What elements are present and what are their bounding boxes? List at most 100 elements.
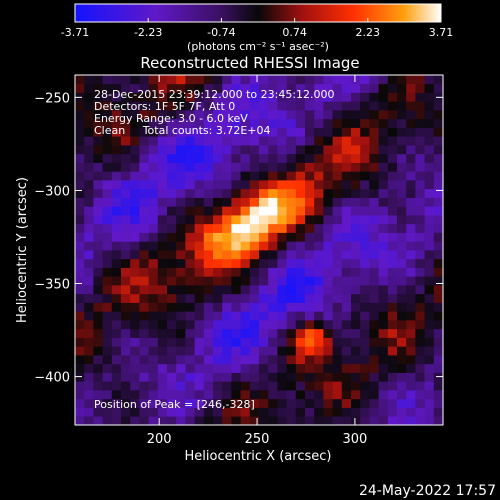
heatmap-cell (332, 258, 343, 268)
heatmap-cell (397, 180, 407, 190)
heatmap-cell (286, 250, 297, 260)
heatmap-cell (341, 215, 352, 225)
heatmap-cell (157, 197, 168, 207)
heatmap-cell (259, 381, 269, 391)
heatmap-cell (424, 180, 435, 190)
heatmap-cell (240, 398, 251, 408)
heatmap-cell (305, 276, 315, 286)
heatmap-cell (341, 223, 352, 233)
heatmap-cell (397, 92, 407, 102)
heatmap-cell (249, 276, 260, 286)
heatmap-cell (360, 328, 370, 338)
heatmap-cell (222, 241, 232, 251)
heatmap-cell (369, 180, 379, 190)
heatmap-cell (277, 407, 287, 417)
heatmap-cell (249, 267, 260, 277)
heatmap-cell (231, 145, 241, 155)
heatmap-cell (121, 293, 131, 303)
heatmap-cell (75, 127, 85, 137)
heatmap-cell (268, 241, 278, 251)
heatmap-cell (84, 162, 94, 172)
heatmap-cell (351, 75, 361, 85)
heatmap-cell (222, 215, 232, 225)
heatmap-cell (378, 276, 389, 286)
heatmap-cell (157, 241, 168, 251)
heatmap-cell (231, 250, 241, 260)
heatmap-cell (259, 83, 269, 93)
heatmap-cell (157, 127, 168, 137)
heatmap-cell (360, 416, 370, 425)
heatmap-cell (286, 390, 297, 400)
heatmap-cell (213, 320, 223, 330)
heatmap-cell (360, 258, 370, 268)
heatmap-cell (84, 258, 94, 268)
heatmap-cell (167, 110, 177, 120)
heatmap-cell (369, 206, 379, 216)
heatmap-cell (378, 363, 389, 373)
heatmap-cell (323, 162, 333, 172)
heatmap-cell (93, 206, 103, 216)
heatmap-cell (387, 136, 398, 146)
heatmap-cell (231, 276, 241, 286)
heatmap-cell (93, 250, 103, 260)
heatmap-cell (387, 75, 398, 76)
heatmap-cell (102, 75, 113, 76)
annotation-time-range: 28-Dec-2015 23:39:12.000 to 23:45:12.000 (94, 88, 335, 101)
heatmap-cell (268, 328, 278, 338)
heatmap-cell (93, 232, 103, 242)
heatmap-cell (102, 110, 113, 120)
heatmap-cell (176, 372, 186, 382)
heatmap-cell (360, 390, 370, 400)
heatmap-cell (323, 241, 333, 251)
heatmap-cell (378, 171, 389, 181)
heatmap-cell (259, 293, 269, 303)
heatmap-cell (305, 293, 315, 303)
heatmap-cell (176, 232, 186, 242)
heatmap-cell (121, 390, 131, 400)
heatmap-cell (121, 206, 131, 216)
heatmap-cell (102, 416, 113, 425)
heatmap-cell (111, 328, 122, 338)
heatmap-cell (121, 118, 131, 128)
heatmap-cell (323, 110, 333, 120)
heatmap-cell (121, 92, 131, 102)
heatmap-cell (176, 153, 186, 163)
heatmap-cell (360, 180, 370, 190)
heatmap-cell (314, 153, 324, 163)
heatmap-cell (277, 398, 287, 408)
heatmap-cell (314, 267, 324, 277)
heatmap-cell (415, 75, 425, 85)
heatmap-cell (185, 145, 195, 155)
heatmap-cell (305, 197, 315, 207)
heatmap-cell (130, 75, 140, 85)
heatmap-cell (121, 346, 131, 356)
heatmap-cell (176, 267, 186, 277)
heatmap-cell (268, 223, 278, 233)
heatmap-cell (84, 145, 94, 155)
heatmap-cell (378, 372, 389, 382)
heatmap-cell (84, 311, 94, 321)
heatmap-cell (93, 127, 103, 137)
heatmap-cell (222, 398, 232, 408)
heatmap-cell (277, 171, 287, 181)
heatmap-cell (111, 171, 122, 181)
heatmap-cell (231, 398, 241, 408)
heatmap-cell (194, 206, 205, 216)
heatmap-cell (433, 311, 443, 321)
heatmap-cell (295, 223, 306, 233)
heatmap-cell (332, 101, 343, 111)
heatmap-cell (167, 223, 177, 233)
heatmap-cell (415, 346, 425, 356)
heatmap-cell (259, 372, 269, 382)
heatmap-cell (433, 320, 443, 330)
heatmap-cell (406, 258, 416, 268)
heatmap-cell (378, 337, 389, 347)
heatmap-cell (240, 302, 251, 312)
heatmap-cell (323, 153, 333, 163)
heatmap-cell (286, 416, 297, 425)
heatmap-cell (148, 162, 159, 172)
heatmap-cell (332, 162, 343, 172)
heatmap-cell (176, 398, 186, 408)
heatmap-cell (148, 250, 159, 260)
heatmap-cell (231, 390, 241, 400)
